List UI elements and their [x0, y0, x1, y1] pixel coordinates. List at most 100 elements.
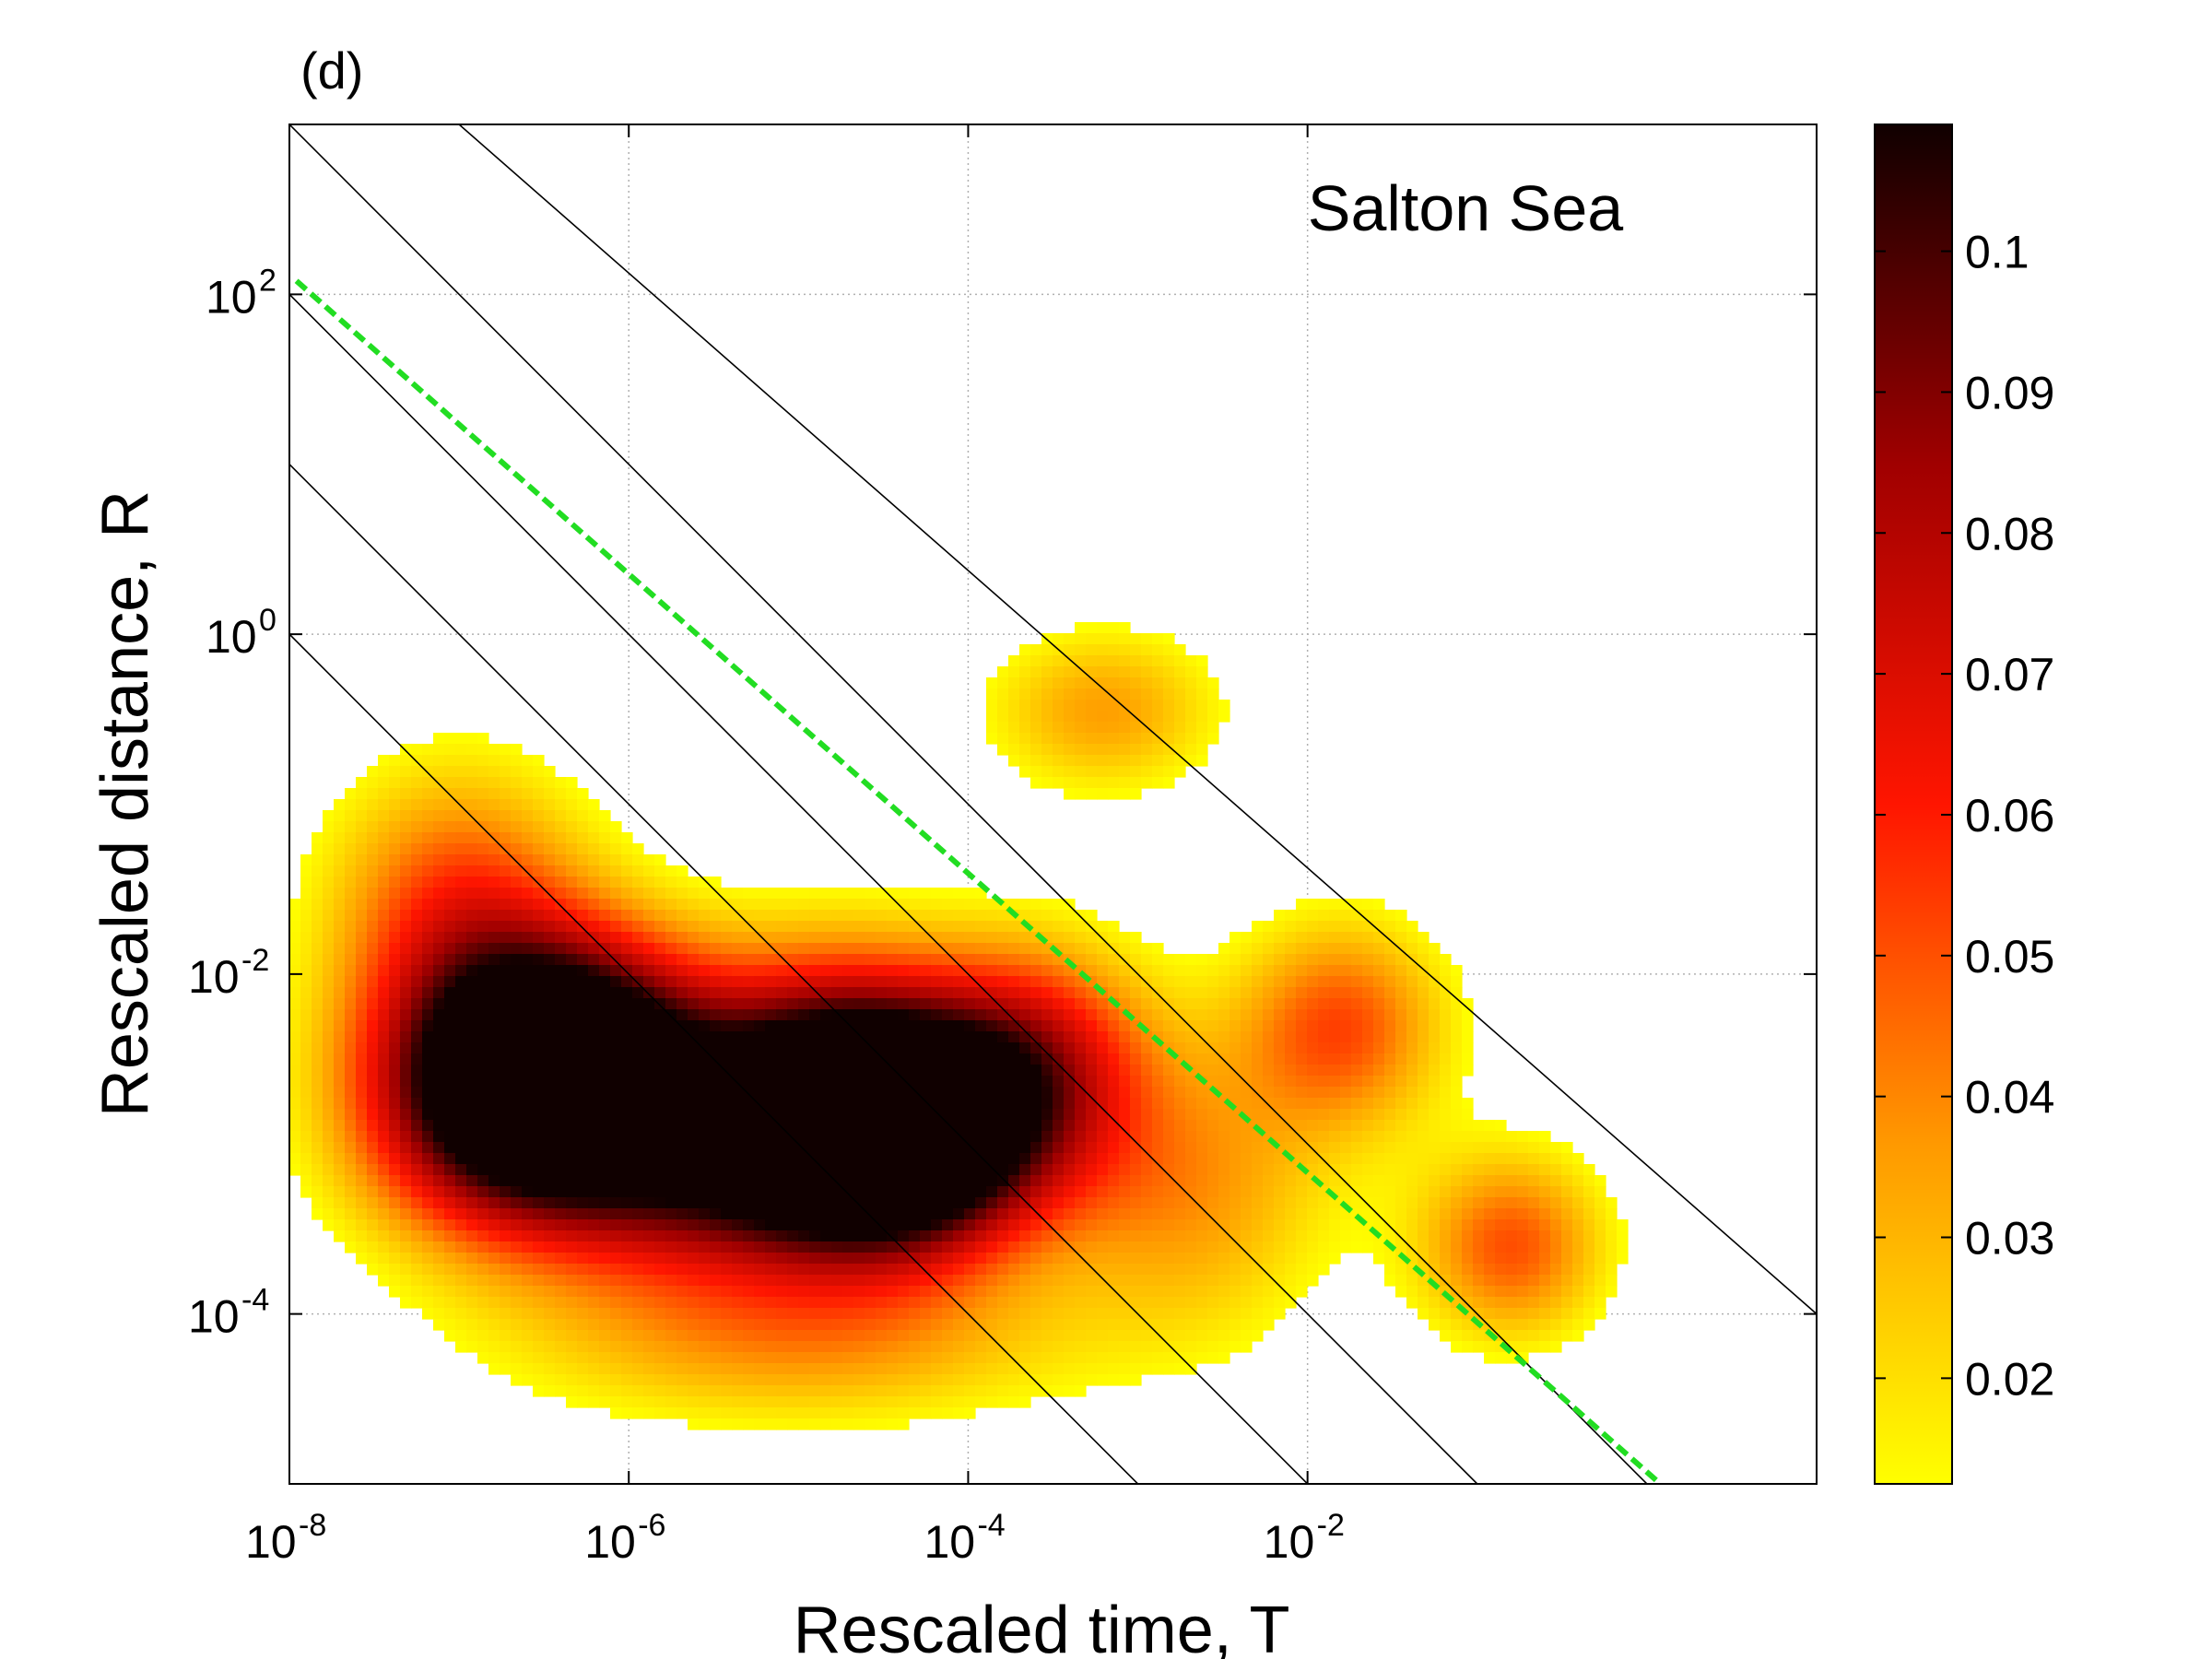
heatmap-cell — [1152, 1197, 1164, 1209]
heatmap-cell — [1263, 1308, 1275, 1320]
heatmap-cell — [699, 954, 711, 966]
heatmap-cell — [1285, 1186, 1297, 1198]
heatmap-cell — [400, 1286, 412, 1298]
heatmap-cell — [986, 932, 998, 944]
heatmap-cell — [1075, 666, 1087, 678]
heatmap-cell — [1008, 666, 1020, 678]
heatmap-cell — [643, 1275, 655, 1287]
heatmap-cell — [1307, 1230, 1319, 1242]
heatmap-cell — [1362, 1230, 1374, 1242]
heatmap-cell — [909, 954, 921, 966]
heatmap-cell — [997, 1264, 1009, 1276]
heatmap-cell — [809, 888, 821, 900]
heatmap-cell — [334, 888, 346, 900]
heatmap-cell — [345, 1142, 357, 1154]
heatmap-cell — [378, 1253, 390, 1265]
heatmap-cell — [621, 987, 633, 999]
heatmap-cell — [466, 932, 478, 944]
heatmap-cell — [1108, 1164, 1120, 1176]
heatmap-cell — [422, 998, 434, 1010]
heatmap-cell — [610, 1020, 622, 1032]
heatmap-cell — [356, 1153, 368, 1165]
heatmap-cell — [975, 1009, 987, 1021]
heatmap-cell — [1108, 1120, 1120, 1132]
heatmap-cell — [887, 1330, 899, 1342]
heatmap-cell — [522, 998, 534, 1010]
heatmap-cell — [654, 1186, 666, 1198]
heatmap-cell — [1108, 622, 1120, 634]
heatmap-cell — [621, 865, 633, 877]
heatmap-cell — [754, 1197, 766, 1209]
heatmap-cell — [1594, 1241, 1606, 1253]
heatmap-cell — [1340, 1186, 1352, 1198]
heatmap-cell — [842, 1264, 854, 1276]
heatmap-cell — [754, 954, 766, 966]
heatmap-cell — [444, 799, 456, 811]
heatmap-cell — [1517, 1241, 1529, 1253]
heatmap-cell — [334, 976, 346, 988]
heatmap-cell — [444, 1253, 456, 1265]
heatmap-cell — [1053, 921, 1065, 933]
heatmap-cell — [643, 1286, 655, 1298]
heatmap-cell — [1329, 1076, 1341, 1088]
heatmap-cell — [776, 899, 788, 911]
heatmap-cell — [1572, 1330, 1584, 1342]
heatmap-cell — [710, 998, 722, 1010]
heatmap-cell — [433, 865, 445, 877]
heatmap-cell — [1030, 987, 1042, 999]
heatmap-cell — [787, 1153, 799, 1165]
heatmap-cell — [1395, 1042, 1407, 1054]
heatmap-cell — [1108, 1241, 1120, 1253]
heatmap-cell — [312, 965, 324, 977]
heatmap-cell — [876, 1031, 888, 1043]
heatmap-cell — [809, 1065, 821, 1077]
heatmap-cell — [522, 799, 534, 811]
heatmap-cell — [522, 1076, 534, 1088]
heatmap-cell — [1130, 655, 1142, 667]
heatmap-cell — [511, 888, 523, 900]
heatmap-cell — [1307, 1253, 1319, 1265]
heatmap-cell — [1451, 1109, 1463, 1121]
heatmap-cell — [511, 1120, 523, 1132]
heatmap-cell — [488, 921, 500, 933]
heatmap-cell — [1230, 943, 1241, 955]
heatmap-cell — [1053, 1120, 1065, 1132]
heatmap-cell — [588, 1053, 600, 1065]
heatmap-cell — [1340, 976, 1352, 988]
heatmap-cell — [1429, 1208, 1441, 1220]
heatmap-cell — [1218, 1264, 1230, 1276]
heatmap-cell — [1097, 954, 1109, 966]
heatmap-cell — [1252, 1109, 1264, 1121]
heatmap-cell — [1041, 1020, 1053, 1032]
heatmap-cell — [754, 1208, 766, 1220]
heatmap-cell — [1075, 1286, 1087, 1298]
heatmap-cell — [1030, 1175, 1042, 1187]
heatmap-cell — [1550, 1219, 1562, 1231]
heatmap-cell — [533, 943, 545, 955]
heatmap-cell — [820, 1241, 832, 1253]
heatmap-cell — [1307, 1087, 1319, 1099]
heatmap-cell — [1174, 677, 1186, 689]
heatmap-cell — [1252, 1230, 1264, 1242]
heatmap-cell — [1440, 987, 1452, 999]
heatmap-cell — [500, 888, 512, 900]
heatmap-cell — [865, 1031, 877, 1043]
heatmap-cell — [721, 998, 733, 1010]
heatmap-cell — [842, 910, 854, 922]
heatmap-cell — [1418, 1087, 1430, 1099]
heatmap-cell — [953, 943, 965, 955]
heatmap-cell — [942, 954, 954, 966]
heatmap-cell — [1008, 1031, 1020, 1043]
heatmap-cell — [721, 1153, 733, 1165]
heatmap-cell — [1097, 755, 1109, 767]
heatmap-cell — [688, 1042, 700, 1054]
heatmap-cell — [455, 1031, 467, 1043]
heatmap-cell — [710, 1186, 722, 1198]
heatmap-cell — [887, 965, 899, 977]
heatmap-cell — [1340, 1020, 1352, 1032]
heatmap-cell — [1373, 910, 1385, 922]
heatmap-cell — [732, 1131, 744, 1143]
heatmap-cell — [1418, 1253, 1430, 1265]
heatmap-cell — [787, 910, 799, 922]
heatmap-cell — [743, 921, 755, 933]
